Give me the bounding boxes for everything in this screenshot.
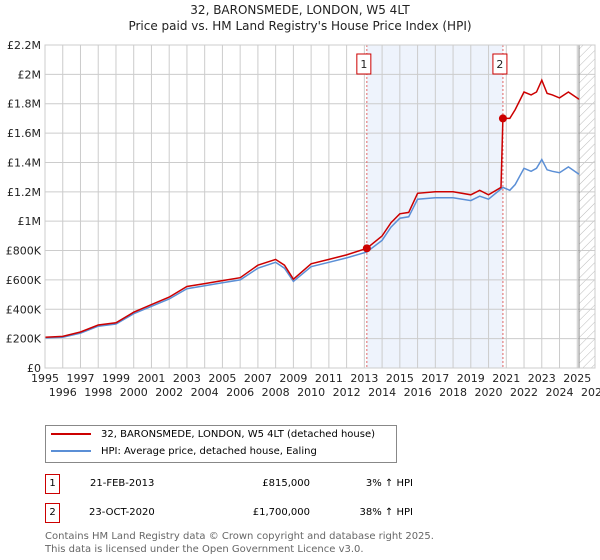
- x-tick-label: 2008: [262, 386, 290, 399]
- y-tick-label: £2M: [18, 68, 42, 81]
- x-tick-label: 2013: [350, 372, 378, 385]
- sale-point: [498, 114, 507, 123]
- x-tick-label: 2017: [421, 372, 449, 385]
- x-tick-label: 2011: [315, 372, 343, 385]
- sale-hpi: 3% ↑ HPI: [365, 478, 413, 489]
- x-tick-label: 2024: [546, 386, 574, 399]
- x-tick-label: 2020: [475, 386, 503, 399]
- y-tick-label: £1.6M: [7, 127, 41, 140]
- y-tick-label: £2.2M: [7, 39, 41, 52]
- y-tick-label: £200K: [6, 333, 42, 346]
- legend-item-hpi: HPI: Average price, detached house, Eali…: [51, 444, 317, 460]
- x-tick-label: 1999: [102, 372, 130, 385]
- x-tick-label: 2016: [404, 386, 432, 399]
- sale-marker-label: 1: [360, 58, 367, 71]
- legend: 32, BARONSMEDE, LONDON, W5 4LT (detached…: [45, 425, 397, 463]
- x-tick-label: 2006: [226, 386, 254, 399]
- x-tick-label: 2014: [368, 386, 396, 399]
- y-tick-label: £1.2M: [7, 186, 41, 199]
- legend-item-property: 32, BARONSMEDE, LONDON, W5 4LT (detached…: [51, 427, 375, 443]
- sale-marker-box: [356, 53, 372, 75]
- y-tick-label: £600K: [6, 274, 42, 287]
- sale-row-1: 1 21-FEB-2013 £815,000 3% ↑ HPI: [45, 474, 425, 494]
- footer-licence: This data is licensed under the Open Gov…: [45, 544, 364, 555]
- y-tick-label: £1.8M: [7, 98, 41, 111]
- sale-badge: 2: [45, 503, 60, 523]
- x-tick-label: 2015: [386, 372, 414, 385]
- x-tick-label: 2000: [120, 386, 148, 399]
- x-tick-label: 1997: [66, 372, 94, 385]
- x-tick-label: 2022: [510, 386, 538, 399]
- x-tick-label: 2026: [581, 386, 600, 399]
- x-tick-label: 1995: [31, 372, 59, 385]
- series-line: [44, 78, 580, 338]
- series-line: [44, 157, 580, 339]
- x-tick-label: 2018: [439, 386, 467, 399]
- sale-date: 21-FEB-2013: [90, 478, 155, 489]
- sale-price: £1,700,000: [252, 507, 310, 518]
- x-tick-label: 2023: [528, 372, 556, 385]
- sale-badge: 1: [45, 474, 60, 494]
- x-tick-label: 2019: [457, 372, 485, 385]
- x-tick-label: 2004: [191, 386, 219, 399]
- x-tick-label: 2002: [155, 386, 183, 399]
- y-tick-label: £400K: [6, 303, 42, 316]
- y-tick-label: £0: [27, 362, 41, 375]
- chart-title: 32, BARONSMEDE, LONDON, W5 4LT: [190, 3, 410, 17]
- x-tick-label: 2003: [173, 372, 201, 385]
- x-tick-label: 2012: [333, 386, 361, 399]
- forecast-hatch: [579, 45, 595, 368]
- sale-marker-label: 2: [496, 58, 503, 71]
- x-tick-label: 2005: [208, 372, 236, 385]
- x-tick-label: 2025: [563, 372, 591, 385]
- sale-price: £815,000: [262, 478, 310, 489]
- y-tick-label: £1.4M: [7, 156, 41, 169]
- x-tick-label: 2010: [297, 386, 325, 399]
- price-chart: 1995199619971998199920002001200220032004…: [6, 39, 600, 399]
- sale-marker-box: [492, 53, 508, 75]
- sale-row-2: 2 23-OCT-2020 £1,700,000 38% ↑ HPI: [45, 503, 425, 523]
- sale-point: [362, 244, 371, 253]
- y-tick-label: £800K: [6, 245, 42, 258]
- y-tick-label: £1M: [18, 215, 42, 228]
- x-tick-label: 2007: [244, 372, 272, 385]
- legend-label: HPI: Average price, detached house, Eali…: [101, 446, 317, 457]
- plot-frame: [44, 44, 596, 369]
- footer-copyright: Contains HM Land Registry data © Crown c…: [45, 531, 434, 542]
- sale-hpi: 38% ↑ HPI: [359, 507, 413, 518]
- x-tick-label: 1998: [84, 386, 112, 399]
- sale-date: 23-OCT-2020: [89, 507, 155, 518]
- legend-label: 32, BARONSMEDE, LONDON, W5 4LT (detached…: [101, 429, 376, 440]
- chart-subtitle: Price paid vs. HM Land Registry's House …: [128, 19, 472, 33]
- x-tick-label: 2009: [279, 372, 307, 385]
- x-tick-label: 2001: [137, 372, 165, 385]
- x-tick-label: 2021: [492, 372, 520, 385]
- x-tick-label: 1996: [49, 386, 77, 399]
